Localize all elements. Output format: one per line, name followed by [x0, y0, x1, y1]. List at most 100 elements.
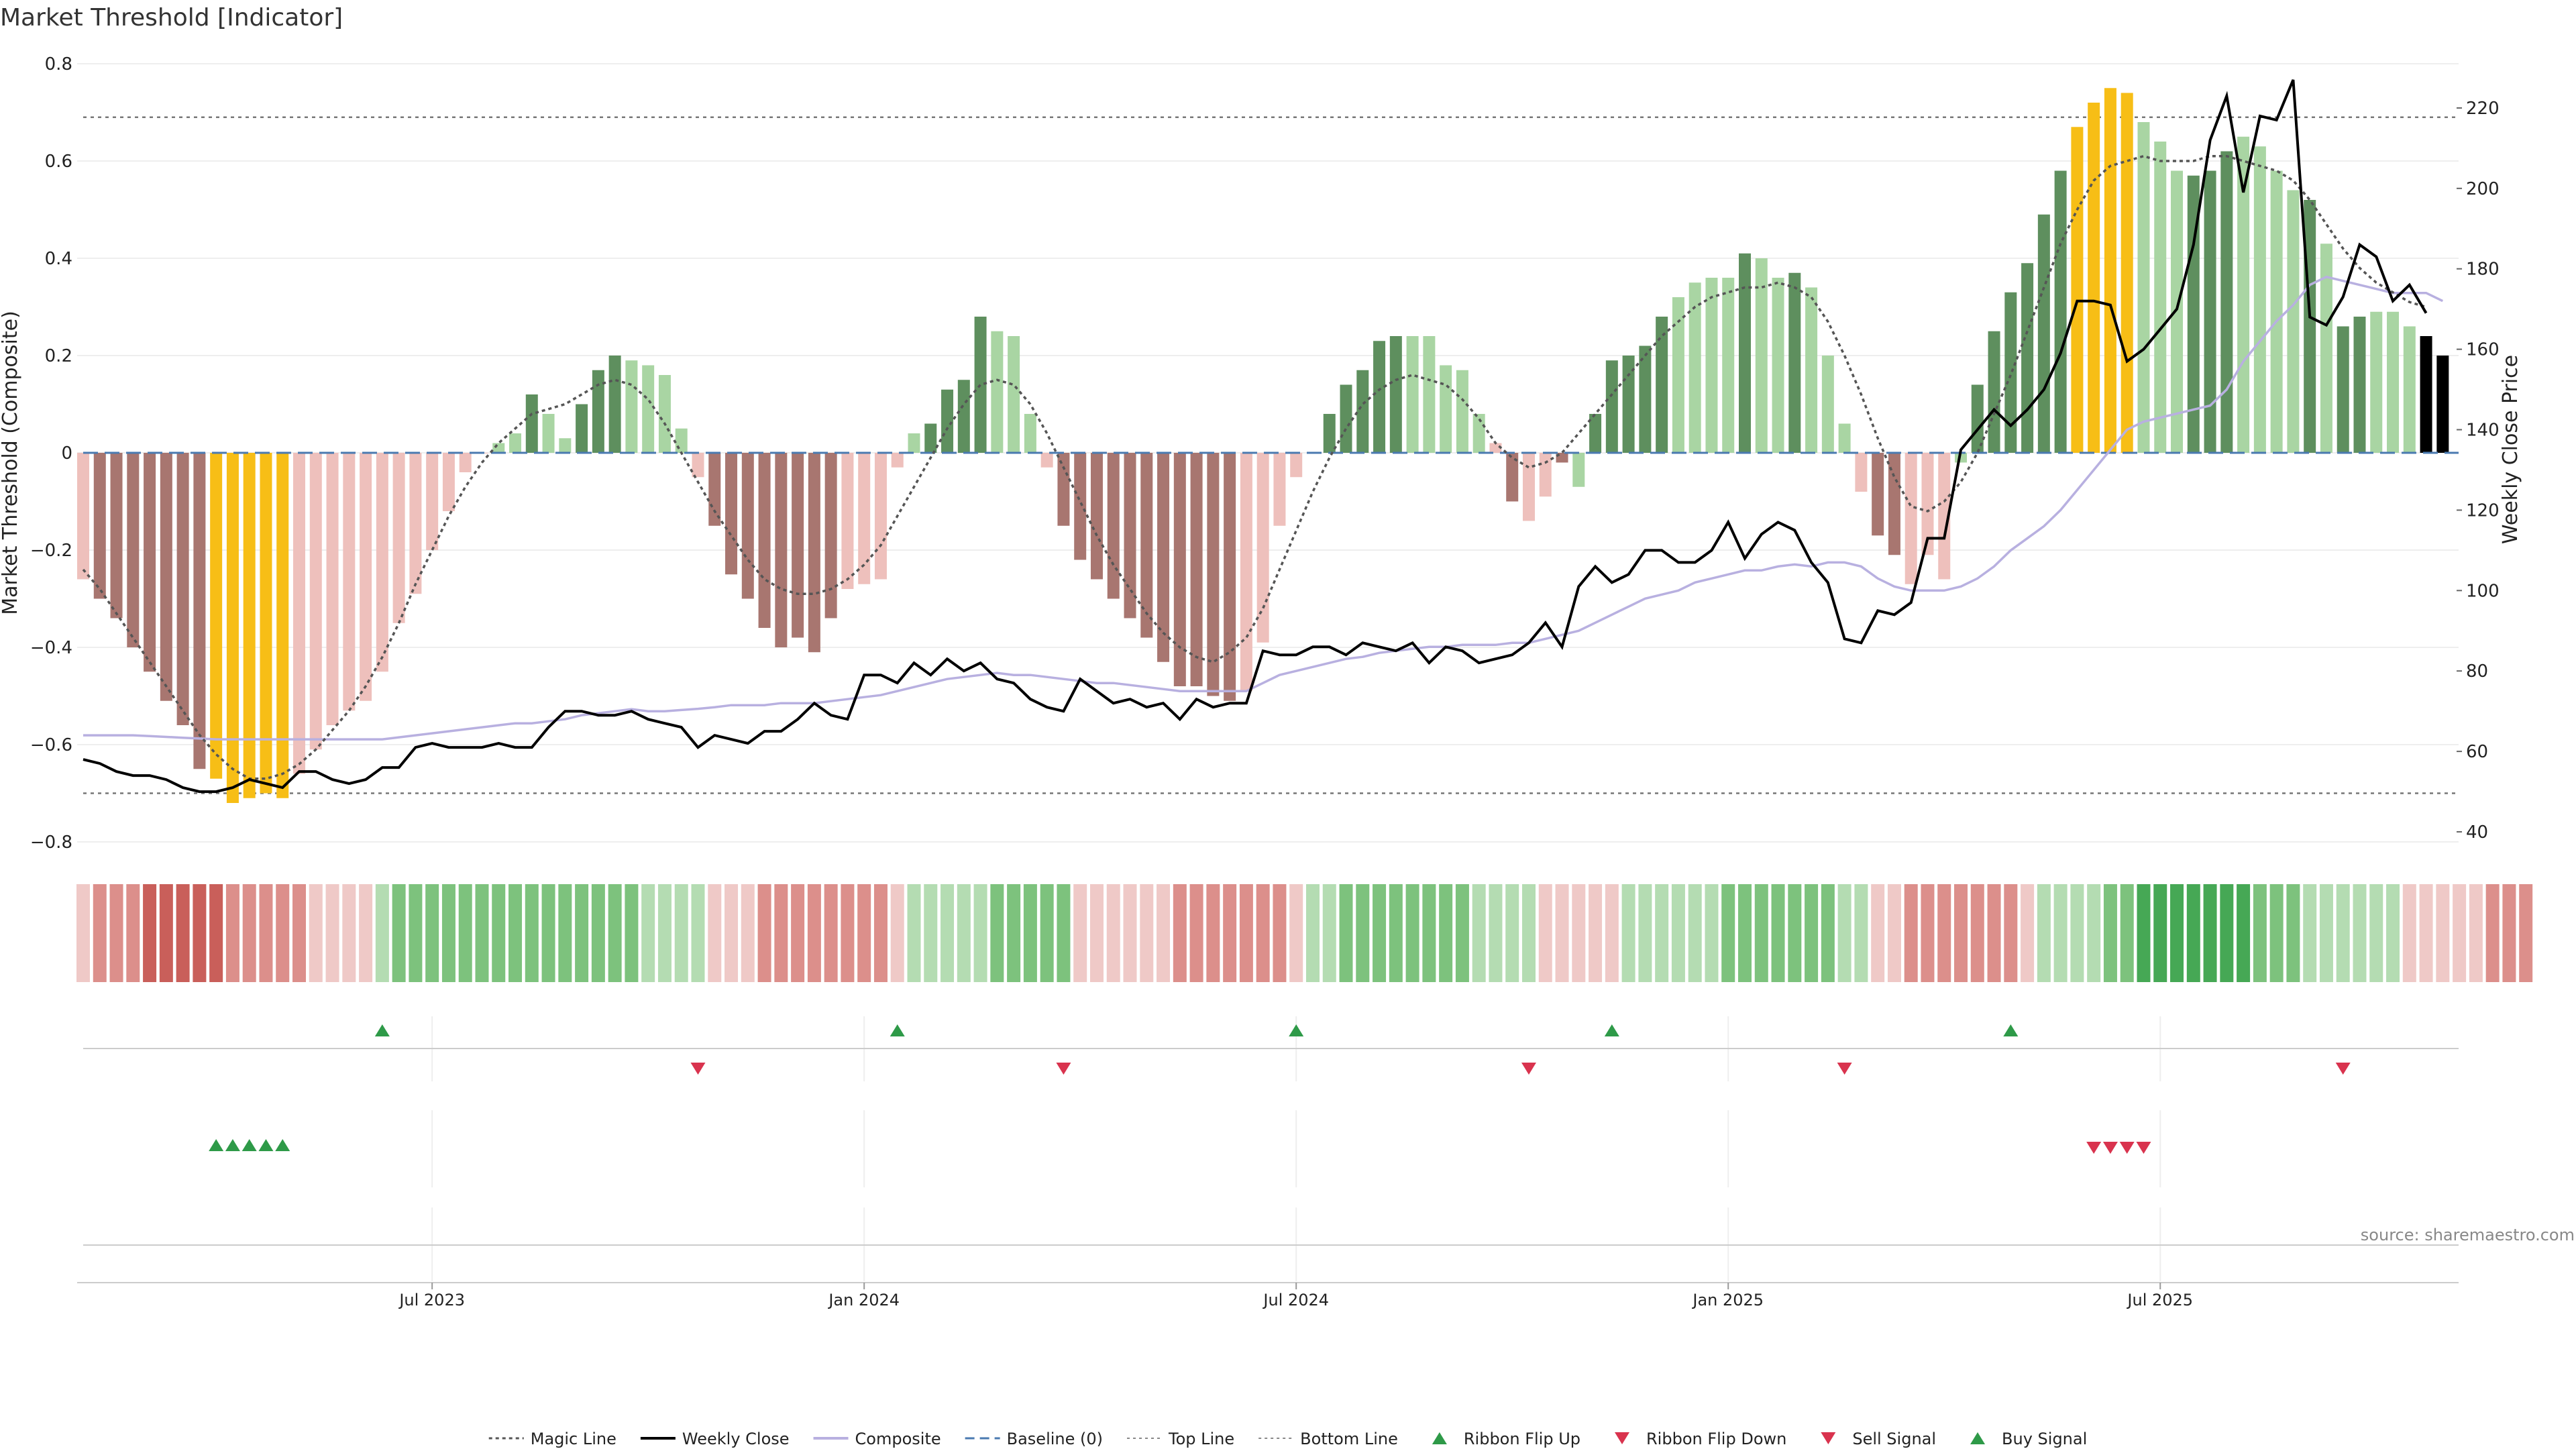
- composite-bar: [376, 453, 388, 672]
- ribbon-segment: [2502, 884, 2516, 982]
- ribbon-segment: [1057, 884, 1071, 982]
- ribbon-segment: [1389, 884, 1403, 982]
- composite-bar: [1838, 423, 1851, 453]
- ribbon-segment: [259, 884, 273, 982]
- composite-bar: [226, 453, 239, 803]
- line-series: [82, 79, 2459, 794]
- composite-bar: [176, 453, 189, 725]
- legend-label: Baseline (0): [1007, 1430, 1103, 1448]
- ribbon-segment: [1821, 884, 1835, 982]
- composite-bar: [1090, 453, 1103, 580]
- y2-tick-label: 120: [2466, 500, 2500, 521]
- ribbon-segment: [1688, 884, 1702, 982]
- composite-bar: [392, 453, 405, 623]
- composite-bar: [874, 453, 887, 580]
- composite-bar: [858, 453, 871, 584]
- composite-bar: [1755, 258, 1768, 453]
- composite-bar: [891, 453, 904, 468]
- ribbon-segment: [1555, 884, 1569, 982]
- y2-tick-label: 80: [2466, 661, 2488, 682]
- ribbon-segment: [2319, 884, 2333, 982]
- composite-bar: [127, 453, 140, 647]
- legend-label: Top Line: [1168, 1430, 1234, 1448]
- legend-label: Magic Line: [531, 1430, 616, 1448]
- ribbon-segment: [575, 884, 589, 982]
- composite-bar: [658, 375, 671, 453]
- ribbon-segment: [1007, 884, 1021, 982]
- y2-tick-label: 180: [2466, 260, 2500, 280]
- ribbon-flip-up-marker: [1604, 1024, 1619, 1036]
- composite-bar: [1656, 317, 1668, 453]
- ribbon-segment: [492, 884, 506, 982]
- ribbon-segment: [857, 884, 871, 982]
- ribbon-flip-up-marker: [1289, 1024, 1304, 1036]
- composite-bar: [2037, 214, 2050, 453]
- ribbon-segment: [1173, 884, 1187, 982]
- ribbon-segment: [525, 884, 539, 982]
- ribbon-segment: [1521, 884, 1536, 982]
- ribbon-segment: [1721, 884, 1735, 982]
- legend-swatch: [1821, 1432, 1836, 1444]
- composite-bar: [1224, 453, 1236, 701]
- ribbon-segment: [2303, 884, 2317, 982]
- ribbon-segment: [1439, 884, 1453, 982]
- ribbon-segment: [2053, 884, 2068, 982]
- legend-label: Sell Signal: [1852, 1430, 1936, 1448]
- composite-bar: [1639, 345, 1652, 453]
- ribbon-segment: [1223, 884, 1237, 982]
- composite-bar: [1788, 272, 1801, 453]
- composite-bar: [642, 365, 655, 453]
- ribbon-segment: [458, 884, 472, 982]
- ribbon-segment: [1157, 884, 1171, 982]
- composite-bar: [309, 453, 322, 750]
- buy-signal-marker: [241, 1139, 257, 1151]
- composite-bar: [576, 404, 588, 453]
- ribbon-segment: [1904, 884, 1918, 982]
- ribbon-segment: [1472, 884, 1486, 982]
- x-tick-label: Jan 2025: [1691, 1291, 1764, 1309]
- ribbon-segment: [907, 884, 921, 982]
- composite-bar: [1971, 384, 1984, 453]
- ribbon-segment: [76, 884, 90, 982]
- composite-bar: [991, 331, 1004, 453]
- ribbon-segment: [2087, 884, 2101, 982]
- composite-bar: [1124, 453, 1136, 619]
- y2-tick-label: 160: [2466, 340, 2500, 360]
- legend-item: Weekly Close: [640, 1430, 790, 1448]
- ribbon-segment: [1671, 884, 1685, 982]
- composite-bar: [2021, 263, 2034, 453]
- composite-bar: [1522, 453, 1535, 521]
- composite-bar: [2403, 326, 2416, 453]
- composite-bar: [1057, 453, 1070, 526]
- ribbon-segment: [276, 884, 290, 982]
- composite-bar: [459, 453, 472, 472]
- ribbon-segment: [359, 884, 373, 982]
- composite-bar: [1074, 453, 1087, 560]
- ribbon-segment: [1273, 884, 1287, 982]
- ribbon-segment: [2137, 884, 2151, 982]
- composite-bar: [1406, 336, 1419, 453]
- ribbon-segment: [941, 884, 955, 982]
- ribbon-segment: [126, 884, 140, 982]
- ribbon-segment: [1073, 884, 1087, 982]
- ribbon-segment: [2453, 884, 2467, 982]
- ribbon-segment: [1422, 884, 1436, 982]
- legend-swatch: [1970, 1432, 1986, 1444]
- ribbon-segment: [159, 884, 173, 982]
- composite-bar: [974, 317, 987, 453]
- composite-bar: [1506, 453, 1519, 502]
- ribbon-segment: [1937, 884, 1951, 982]
- composite-bar: [957, 380, 970, 453]
- ribbon-segment: [807, 884, 821, 982]
- ribbon-segment: [176, 884, 190, 982]
- ribbon-segment: [774, 884, 788, 982]
- ribbon-segment: [1322, 884, 1336, 982]
- ribbon-segment: [973, 884, 987, 982]
- legend: Magic Line Weekly Close Composite Baseline …: [488, 1430, 2087, 1448]
- legend-item: Ribbon Flip Down: [1615, 1430, 1786, 1448]
- composite-bar: [243, 453, 256, 798]
- ribbon-segment: [1023, 884, 1037, 982]
- ribbon-segment: [392, 884, 406, 982]
- ribbon-segment: [209, 884, 223, 982]
- ribbon-segment: [2286, 884, 2300, 982]
